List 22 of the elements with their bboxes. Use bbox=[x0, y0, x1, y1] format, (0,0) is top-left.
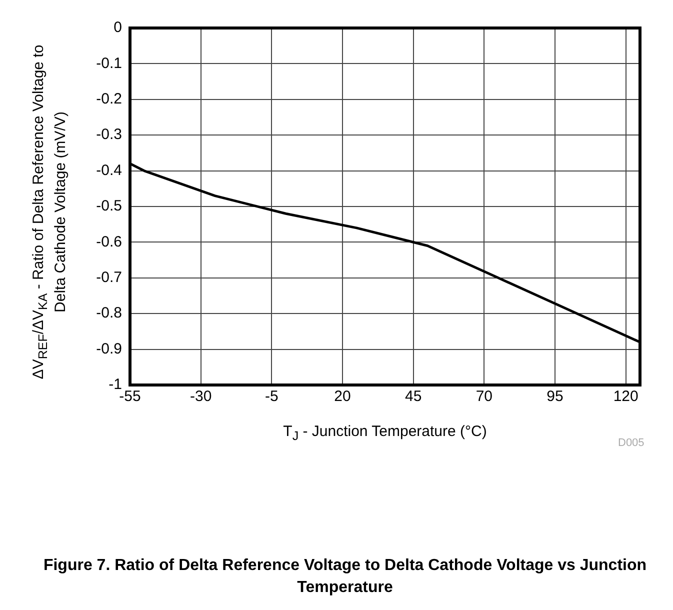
x-tick-label: 120 bbox=[613, 388, 638, 406]
y-tick-label: -0.5 bbox=[96, 198, 122, 215]
x-tick-label: 70 bbox=[476, 388, 493, 406]
y-tick-label: -0.3 bbox=[96, 126, 122, 144]
x-axis-title: T$_{J}$ - Junction Temperature (°C) bbox=[283, 423, 487, 443]
y-tick-label: -0.6 bbox=[96, 233, 122, 250]
y-tick-label: -0.9 bbox=[96, 340, 122, 358]
y-tick-label: 0 bbox=[114, 19, 122, 36]
x-tick-label: 20 bbox=[334, 388, 351, 406]
y-tick-label: -0.1 bbox=[96, 54, 122, 72]
text: D005 bbox=[618, 437, 644, 449]
y-tick-label: -0.2 bbox=[96, 90, 122, 108]
x-tick-label: -5 bbox=[264, 388, 278, 406]
y-tick-label: -0.7 bbox=[96, 269, 122, 286]
x-tick-label: 45 bbox=[404, 388, 422, 406]
x-tick-label: -30 bbox=[190, 388, 212, 406]
y-tick-label: -0.8 bbox=[96, 304, 122, 322]
x-tick-label: 95 bbox=[546, 388, 564, 406]
y-tick-label: -1 bbox=[108, 376, 122, 394]
x-tick-label: -55 bbox=[119, 388, 141, 406]
y-tick-label: -0.4 bbox=[96, 162, 122, 179]
text: Figure 7. Ratio of Delta Reference Voltage to Delta Cathode Voltage vs Junction Temperature bbox=[42, 556, 648, 598]
